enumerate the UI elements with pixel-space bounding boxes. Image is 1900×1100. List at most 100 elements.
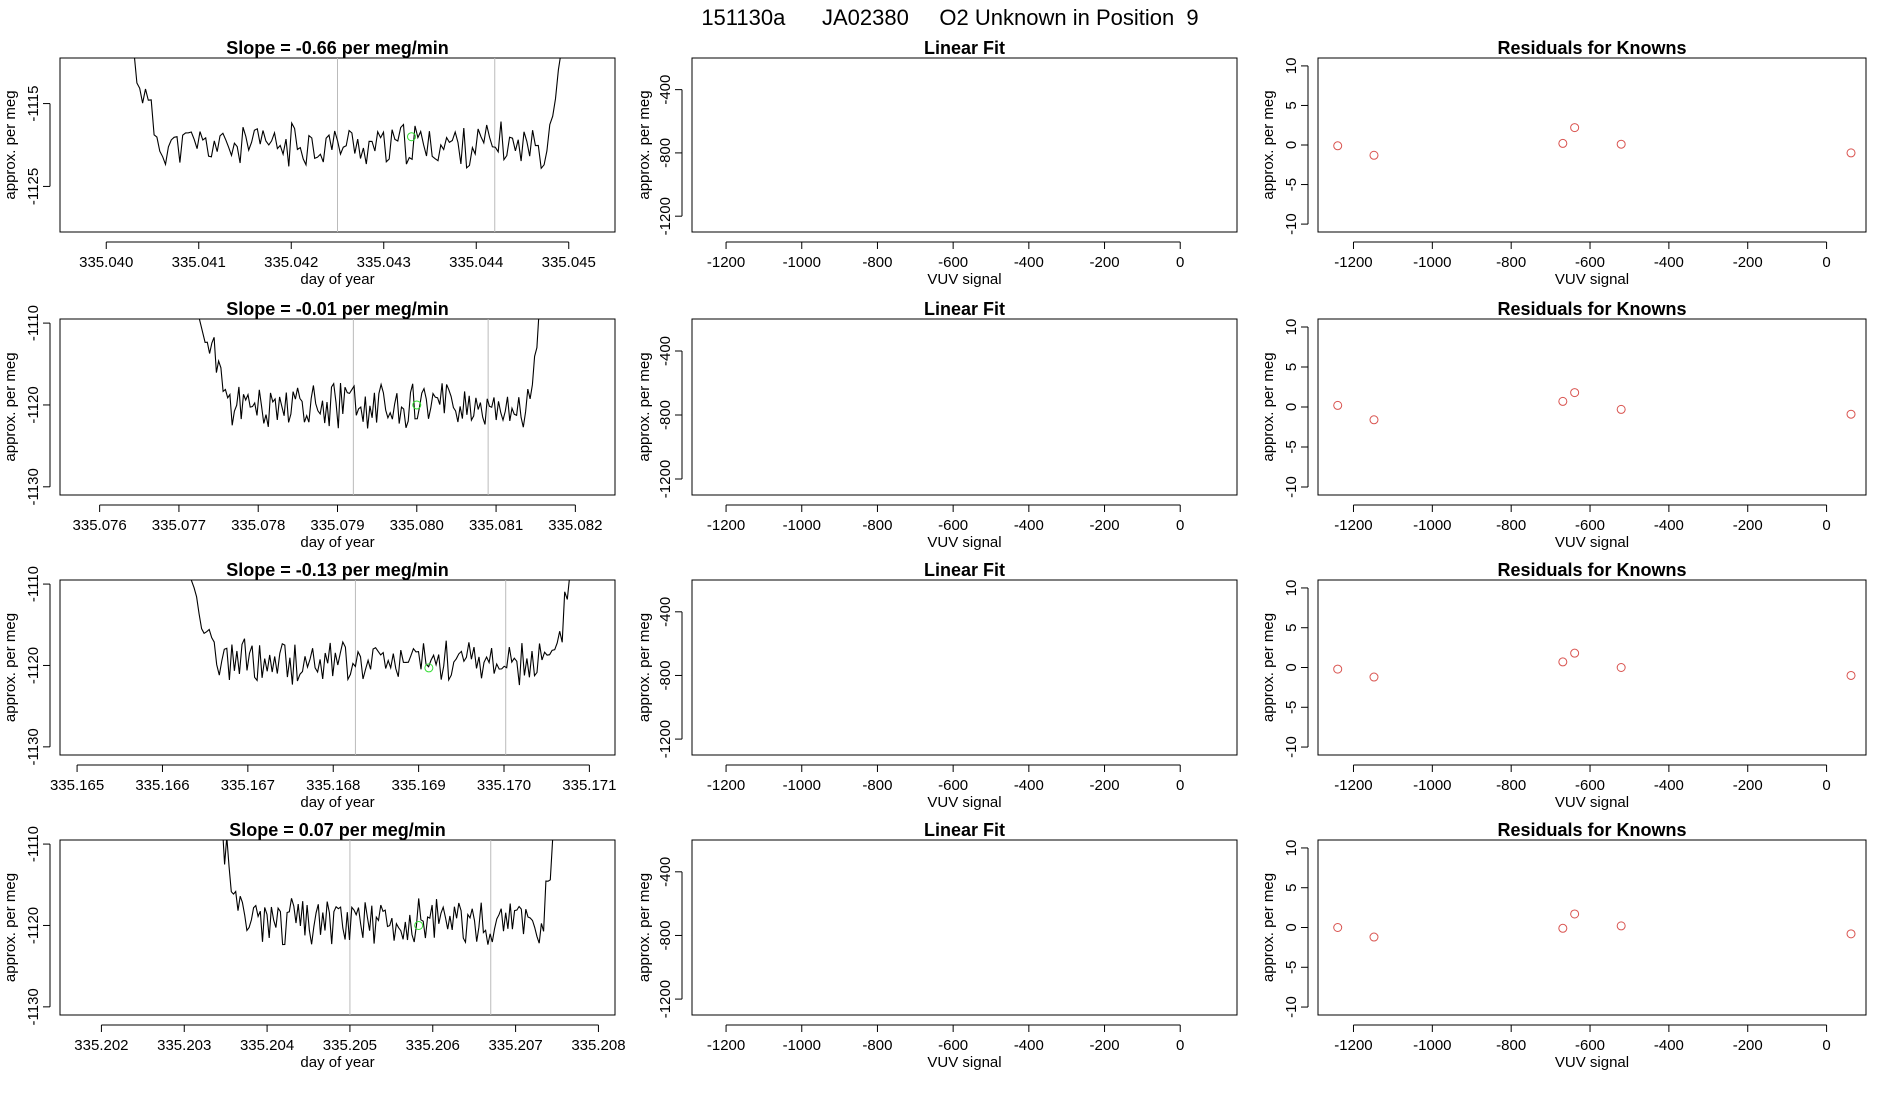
y-tick-label: 0 — [1283, 403, 1300, 411]
y-axis: -400 -800 -1200 — [657, 75, 683, 235]
x-tick-label: -800 — [862, 254, 892, 271]
residual-point — [1846, 148, 1856, 158]
residual-point — [1846, 670, 1856, 680]
y-tick-label: 0 — [1283, 663, 1300, 671]
panel-title: Residuals for Knowns — [1497, 38, 1686, 58]
fit-line — [707, 614, 1226, 767]
panel-r2-right: Residuals for Knowns-1200 -1000 -800 -600 -4… — [1260, 299, 1867, 551]
x-tick-label: -1000 — [1413, 254, 1451, 271]
x-tick-label: -600 — [938, 1037, 968, 1054]
plot-area — [707, 353, 1226, 509]
y-tick-label: -10 — [1283, 996, 1300, 1018]
x-axis-label: VUV signal — [927, 534, 1001, 551]
x-tick-label: -1200 — [1334, 777, 1372, 794]
y-axis: -400 -800 -1200 — [657, 336, 683, 498]
y-axis: 10 5 0 -5 -10 — [1283, 319, 1309, 498]
x-tick-label: -1000 — [783, 1037, 821, 1054]
x-tick-label: -800 — [1496, 777, 1526, 794]
x-tick-label: 335.204 — [240, 1037, 294, 1054]
y-axis: -1110 -1120 -1130 — [25, 826, 51, 1025]
y-tick-label: -1130 — [25, 988, 42, 1025]
x-tick-label: -800 — [862, 1037, 892, 1054]
y-axis-label: approx. per meg — [1260, 873, 1277, 982]
x-tick-label: 335.165 — [50, 777, 104, 794]
panel-title: Linear Fit — [924, 560, 1005, 580]
plot-area — [222, 840, 554, 1015]
data-trace-line — [198, 319, 540, 429]
residual-point — [1616, 139, 1626, 149]
y-axis-label: approx. per meg — [636, 352, 653, 461]
panel-title: Linear Fit — [924, 38, 1005, 58]
y-tick-label: -1130 — [25, 728, 42, 765]
x-tick-label: -1200 — [707, 777, 745, 794]
x-tick-label: -1200 — [707, 254, 745, 271]
x-axis: 335.040 335.041 335.042 335.043 335.044 335.0… — [79, 241, 596, 271]
x-tick-label: -400 — [1014, 1037, 1044, 1054]
plot-frame — [59, 579, 616, 756]
y-tick-label: 10 — [1283, 840, 1300, 857]
x-axis: -1200 -1000 -800 -600 -400 -200 0 — [707, 241, 1184, 271]
y-axis-label: approx. per meg — [636, 873, 653, 982]
y-axis: -1110 -1120 -1130 — [25, 305, 51, 505]
known-point — [979, 679, 987, 687]
residual-point — [1570, 388, 1580, 398]
known-point — [742, 229, 750, 237]
x-tick-label: 335.203 — [157, 1037, 211, 1054]
residual-point — [1570, 648, 1580, 658]
plot-frame — [1317, 839, 1867, 1016]
plot-frame — [691, 318, 1238, 496]
y-tick-label: -1120 — [25, 647, 42, 684]
x-tick-label: -600 — [1575, 1037, 1605, 1054]
known-point — [923, 173, 931, 181]
x-tick-label: 335.207 — [488, 1037, 542, 1054]
known-point — [707, 501, 715, 509]
panel-r4-right: Residuals for Knowns-1200 -1000 -800 -600 -4… — [1260, 820, 1867, 1071]
unknown-point — [1173, 101, 1181, 109]
x-tick-label: 335.171 — [562, 777, 616, 794]
y-axis-label: approx. per meg — [2, 873, 19, 982]
x-tick-label: -400 — [1654, 1037, 1684, 1054]
x-tick-label: -1200 — [707, 517, 745, 534]
residual-point — [1333, 923, 1343, 932]
x-tick-label: 335.045 — [542, 254, 596, 271]
x-tick-label: 0 — [1176, 517, 1184, 534]
x-tick-label: 335.169 — [391, 777, 445, 794]
x-tick-label: 335.168 — [306, 777, 360, 794]
x-tick-label: 0 — [1822, 517, 1830, 534]
y-tick-label: -1120 — [25, 386, 42, 423]
unknown-marker — [412, 400, 422, 410]
x-tick-label: -600 — [938, 517, 968, 534]
residual-point — [1846, 409, 1856, 419]
y-tick-label: -10 — [1283, 476, 1300, 498]
known-point — [923, 435, 931, 443]
x-tick-label: 335.081 — [469, 517, 523, 534]
x-tick-label: -200 — [1733, 1037, 1763, 1054]
residual-point — [1570, 123, 1580, 133]
fit-line — [707, 92, 1226, 246]
residual-point — [1558, 138, 1568, 148]
panel-title: Slope = -0.13 per meg/min — [226, 560, 449, 580]
panel-title: Slope = -0.66 per meg/min — [226, 38, 449, 58]
residual-point — [1369, 150, 1379, 160]
y-tick-label: -400 — [657, 336, 674, 366]
x-tick-label: 335.040 — [79, 254, 133, 271]
x-tick-label: 335.042 — [264, 254, 318, 271]
x-tick-label: 335.206 — [406, 1037, 460, 1054]
y-tick-label: -1115 — [25, 86, 42, 122]
plot-area — [1333, 388, 1856, 425]
panel-r1-left: Slope = -0.66 per meg/min 335.040 335.041 3… — [2, 38, 616, 288]
x-axis-label: day of year — [300, 794, 374, 811]
data-trace-line — [222, 840, 554, 946]
plot-frame — [59, 318, 616, 496]
y-tick-label: -800 — [657, 920, 674, 950]
residual-point — [1369, 415, 1379, 425]
x-tick-label: 335.080 — [390, 517, 444, 534]
x-axis-label: VUV signal — [1555, 271, 1629, 288]
x-tick-label: -200 — [1733, 517, 1763, 534]
plot-frame — [59, 839, 616, 1016]
residual-point — [1616, 921, 1626, 931]
x-tick-label: 335.202 — [74, 1037, 128, 1054]
known-point — [1200, 353, 1208, 361]
panel-r4-middle: Linear Fit -1200 -1000 -800 -600 -400 -200 0 VUV… — [636, 614, 1238, 1071]
y-tick-label: -10 — [1283, 736, 1300, 758]
